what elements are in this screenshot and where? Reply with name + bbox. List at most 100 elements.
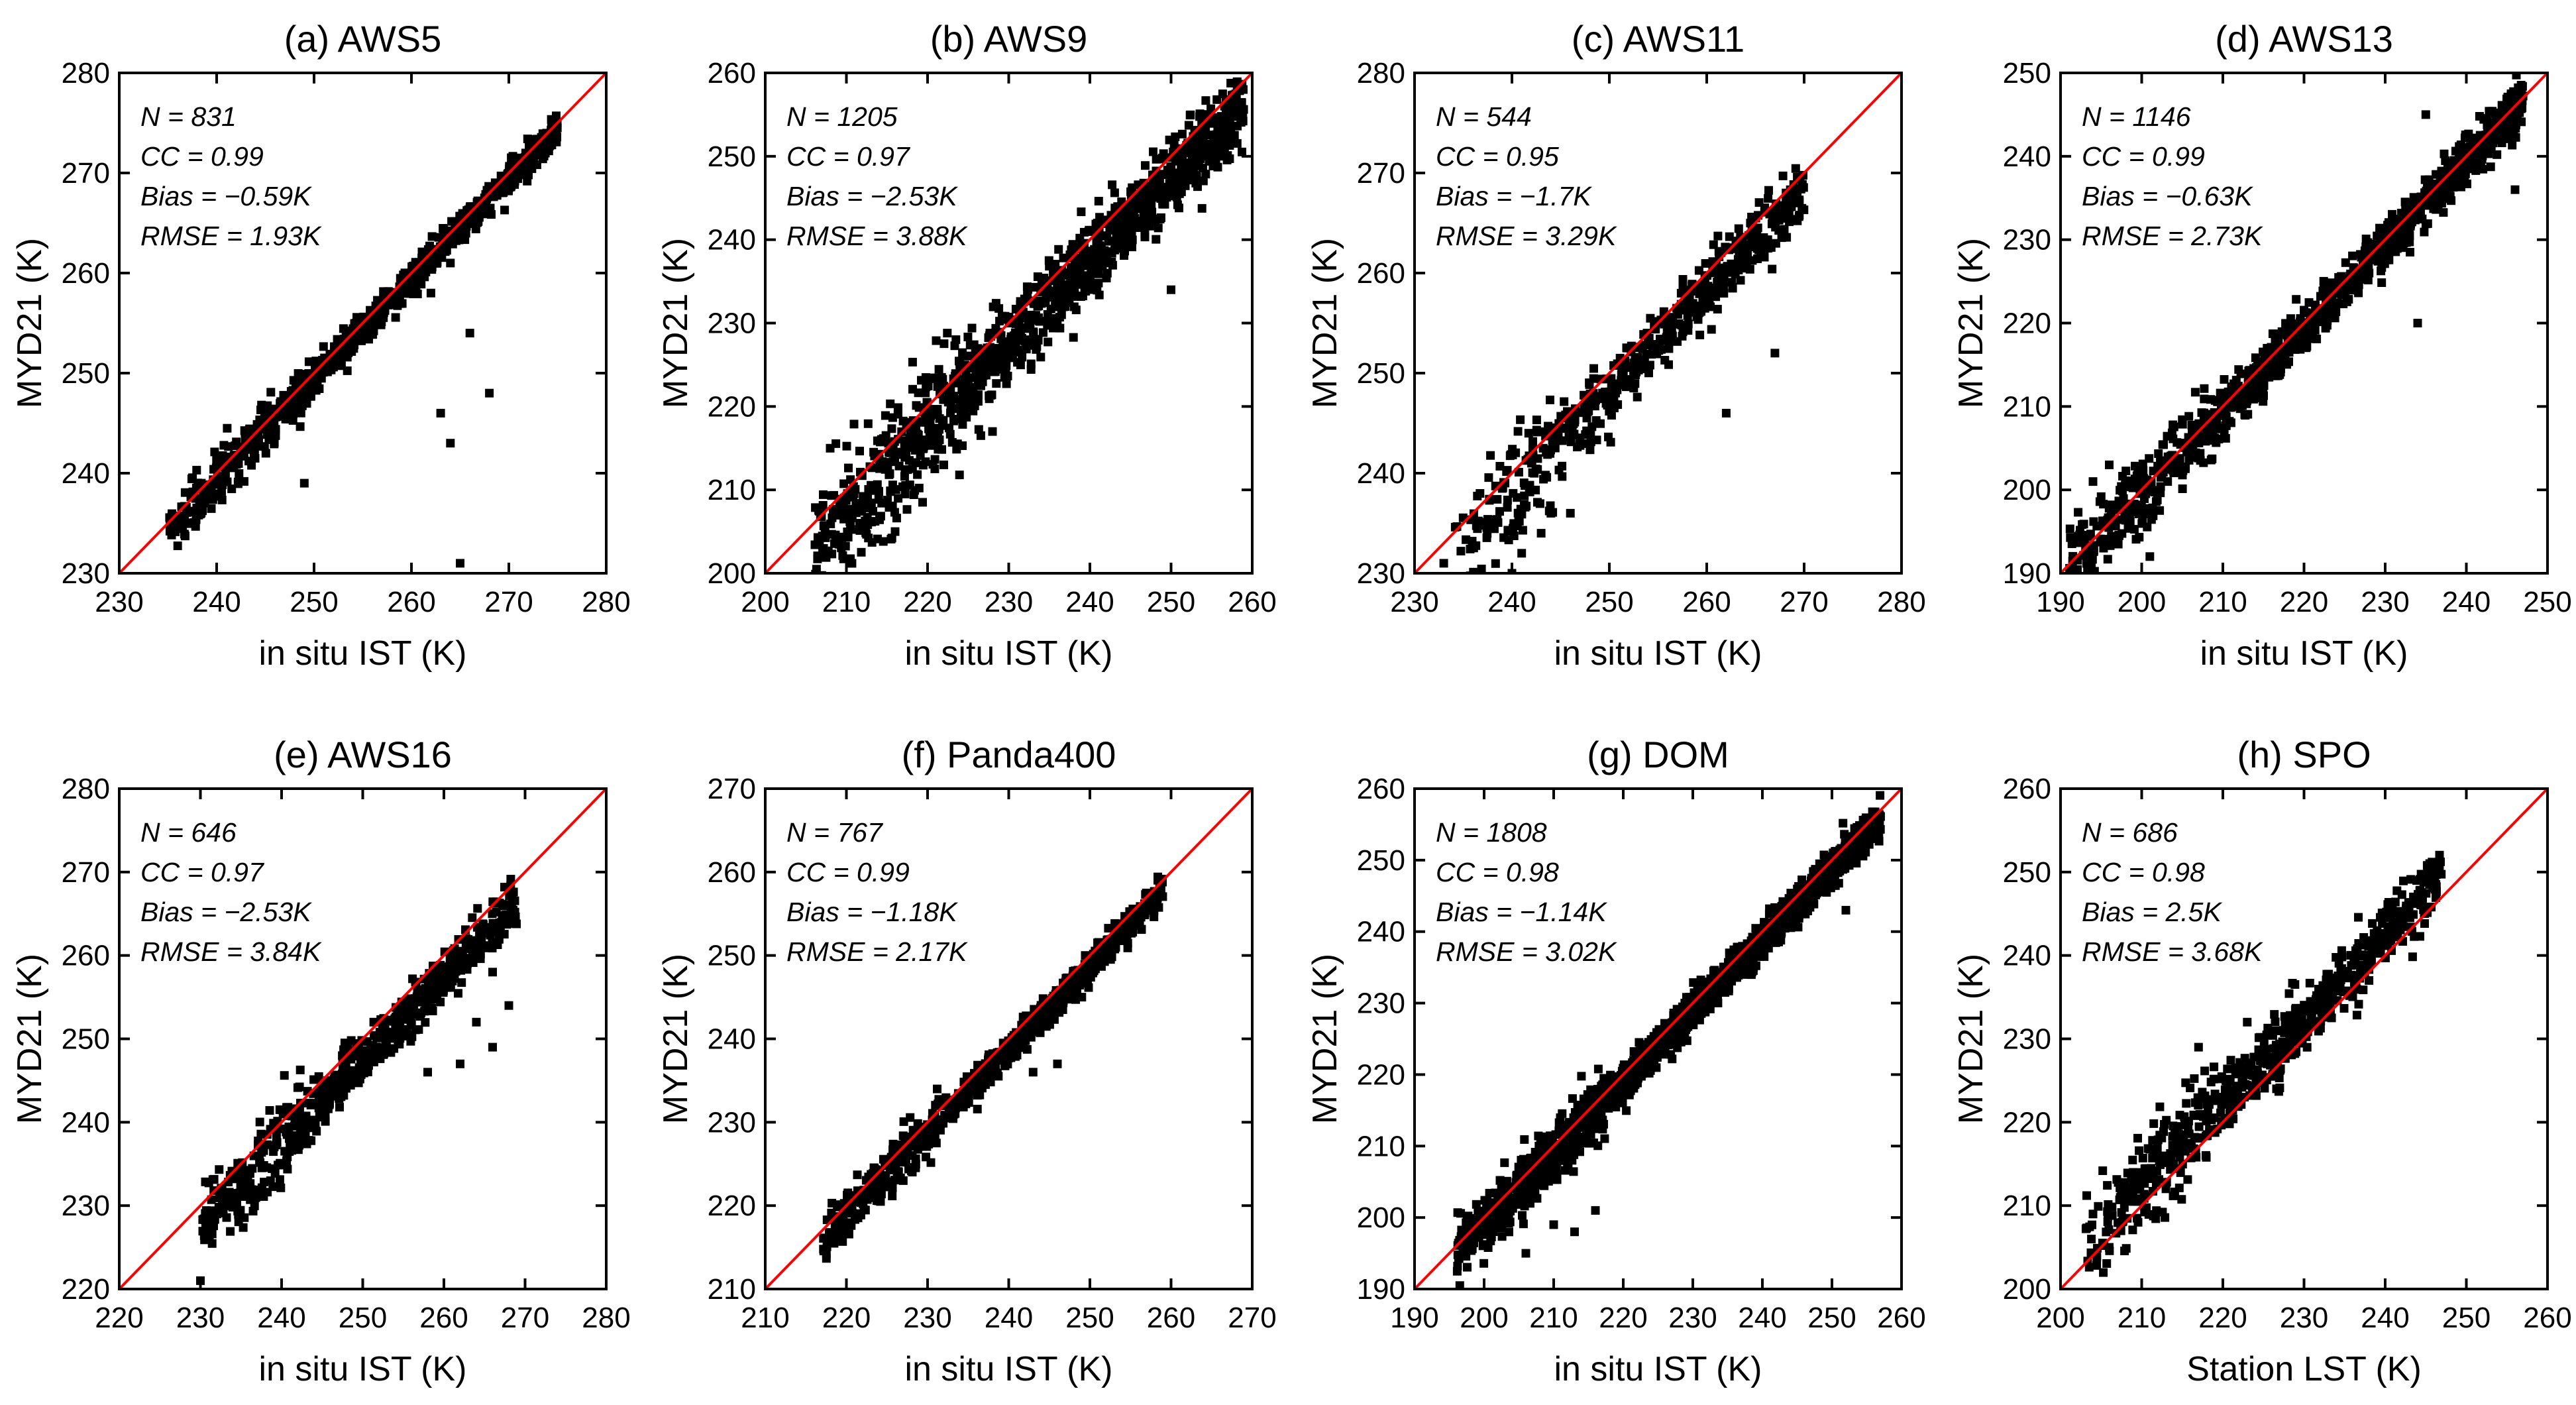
data-point	[1503, 466, 1512, 475]
data-point	[1704, 294, 1713, 304]
data-point	[1456, 573, 1464, 582]
data-point	[1560, 397, 1569, 406]
data-point	[1107, 220, 1116, 229]
data-point	[973, 344, 983, 353]
data-point	[2107, 532, 2116, 541]
data-point	[2124, 510, 2133, 518]
data-point	[1602, 388, 1611, 396]
data-point	[965, 351, 974, 361]
data-point	[386, 300, 395, 309]
data-point	[1585, 445, 1595, 455]
data-point	[918, 498, 927, 507]
data-point	[1233, 121, 1242, 131]
data-point	[1495, 507, 1504, 516]
data-point	[334, 1090, 343, 1099]
data-point	[1495, 462, 1505, 471]
data-point	[379, 313, 388, 322]
data-point	[1764, 186, 1773, 195]
data-point	[955, 359, 965, 368]
data-point	[279, 1124, 288, 1133]
data-point	[173, 541, 182, 551]
data-point	[2073, 565, 2082, 573]
data-point	[1111, 242, 1120, 251]
data-point	[1640, 341, 1649, 350]
data-point	[1602, 394, 1611, 404]
data-point	[2129, 525, 2139, 534]
data-point	[1585, 380, 1594, 389]
data-point	[1529, 437, 1537, 446]
data-point	[456, 559, 464, 568]
data-point	[531, 150, 540, 160]
data-point	[1737, 247, 1746, 256]
data-point	[282, 1103, 292, 1112]
y-tick-label: 250	[2003, 57, 2051, 89]
data-point	[1067, 245, 1076, 254]
data-point	[908, 384, 917, 394]
data-point	[2510, 185, 2520, 194]
data-point	[1770, 349, 1780, 358]
plot-frame	[118, 72, 608, 575]
data-point	[921, 412, 930, 422]
x-tick-label: 240	[2442, 586, 2491, 618]
data-point	[354, 1052, 363, 1060]
plot-frame	[1413, 72, 1903, 575]
data-point	[512, 919, 521, 928]
x-tick-label: 260	[1228, 586, 1276, 618]
data-point	[1214, 152, 1224, 161]
data-point	[1238, 147, 1246, 156]
panel-0: (a) AWS523023024024025025026026027027028…	[11, 18, 631, 673]
data-point	[921, 457, 930, 467]
data-point	[1090, 245, 1099, 254]
data-point	[2457, 176, 2467, 186]
data-point	[900, 472, 909, 481]
data-point	[1513, 522, 1522, 531]
data-point	[890, 527, 900, 536]
data-point	[1655, 341, 1664, 350]
data-point	[1455, 573, 1464, 582]
data-point	[997, 311, 1006, 321]
data-point	[421, 1001, 430, 1011]
data-point	[818, 532, 827, 541]
markers	[819, 872, 1167, 1263]
data-point	[223, 423, 232, 433]
data-point	[255, 1117, 264, 1127]
data-point	[2500, 102, 2509, 111]
data-point	[2148, 503, 2157, 512]
data-point	[1799, 205, 1809, 215]
data-point	[1742, 258, 1751, 266]
data-point	[527, 158, 536, 167]
y-tick-label: 240	[1357, 457, 1405, 490]
panel-5: (f) Panda4002102102202202302302402402502…	[657, 734, 1277, 1388]
data-point	[952, 445, 961, 454]
data-point	[215, 1193, 224, 1202]
data-point	[1684, 326, 1693, 335]
x-tick-label: 220	[903, 586, 951, 618]
y-tick-label: 270	[62, 856, 110, 889]
data-point	[1234, 62, 1243, 71]
data-point	[1785, 217, 1794, 227]
data-point	[243, 1189, 252, 1198]
data-point	[1503, 495, 1512, 504]
data-point	[1198, 164, 1207, 173]
data-point	[318, 1097, 327, 1107]
data-point	[2405, 223, 2414, 231]
x-axis-label: in situ IST (K)	[904, 634, 1112, 673]
data-point	[2518, 91, 2528, 101]
data-point	[1030, 282, 1040, 292]
data-point	[1503, 503, 1512, 512]
data-point	[2432, 205, 2441, 214]
data-point	[313, 1088, 323, 1097]
data-point	[509, 905, 517, 915]
data-point	[400, 1010, 409, 1019]
data-point	[1713, 231, 1723, 241]
data-point	[367, 1052, 376, 1061]
data-point	[262, 1140, 272, 1149]
data-point	[839, 504, 848, 513]
data-point	[436, 964, 445, 973]
data-point	[1146, 199, 1155, 208]
data-point	[2084, 585, 2093, 593]
data-point	[2184, 412, 2194, 421]
data-point	[219, 441, 229, 450]
